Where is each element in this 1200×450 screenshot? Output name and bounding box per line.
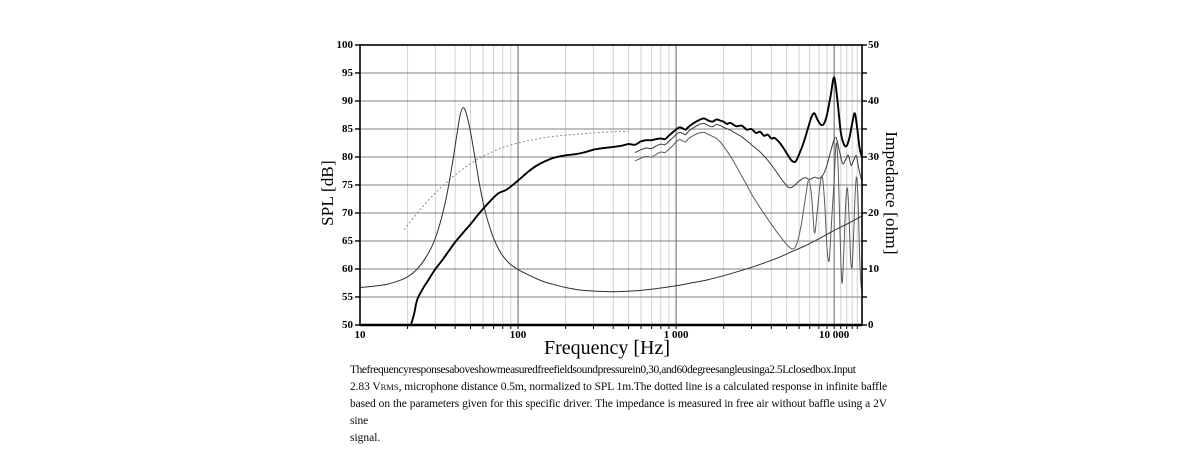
y-axis-left-tick-label: 60: [342, 263, 353, 275]
y-axis-right-tick-label: 30: [868, 151, 879, 163]
caption-smallcaps-text: RMS: [380, 382, 399, 392]
y-axis-left-tick-label: 50: [342, 319, 353, 331]
x-axis-title: Frequency [Hz]: [543, 337, 671, 359]
y-axis-right-tick-label: 40: [868, 95, 879, 107]
y-axis-left-tick-label: 85: [342, 123, 353, 135]
y-axis-left-tick-label: 75: [342, 179, 353, 191]
y-axis-right-tick-label: 10: [868, 263, 879, 275]
caption-line: signal.: [350, 430, 887, 447]
y-axis-left-tick-label: 90: [342, 95, 353, 107]
x-axis-tick-label: 100: [509, 329, 527, 341]
y-axis-right-title: Impedance [ohm]: [882, 131, 901, 255]
curve-spl-60-degrees: [634, 131, 863, 290]
chart-caption: The frequency responses above show measu…: [350, 362, 887, 447]
x-axis-tick-label: 10 000: [819, 329, 850, 341]
y-axis-right-tick-label: 50: [868, 39, 879, 51]
y-axis-left-tick-label: 95: [342, 67, 353, 79]
x-axis-tick-label: 10: [354, 329, 366, 341]
caption-text: The frequency responses above show measu…: [350, 364, 856, 376]
x-axis-tick-label: 1 000: [663, 329, 689, 341]
curve-spl-0-degrees-closed-box: [409, 76, 863, 325]
y-axis-right-tick-label: 20: [868, 207, 879, 219]
caption-line: The frequency responses above show measu…: [350, 362, 887, 379]
caption-text: , microphone distance 0.5m, normalized t…: [398, 381, 888, 393]
y-axis-left-tick-label: 55: [342, 291, 353, 303]
curve-calculated-infinite-baffle-response-dotted: [403, 130, 629, 231]
y-axis-left-tick-label: 65: [342, 235, 353, 247]
y-axis-left-tick-label: 100: [336, 39, 354, 51]
caption-text: based on the parameters given for this s…: [350, 398, 887, 427]
y-axis-left-tick-label: 80: [342, 151, 353, 163]
curve-impedance-free-air: [360, 107, 863, 293]
caption-line: 2.83 VRMS, microphone distance 0.5m, nor…: [350, 379, 887, 396]
caption-line: based on the parameters given for this s…: [350, 396, 887, 430]
caption-text: signal.: [350, 432, 381, 444]
y-axis-right-tick-label: 0: [868, 319, 874, 331]
y-axis-left-tick-label: 70: [342, 207, 353, 219]
curve-spl-30-degrees: [634, 122, 863, 189]
y-axis-left-title: SPL [dB]: [318, 160, 337, 226]
caption-text: 2.83 V: [350, 381, 381, 393]
